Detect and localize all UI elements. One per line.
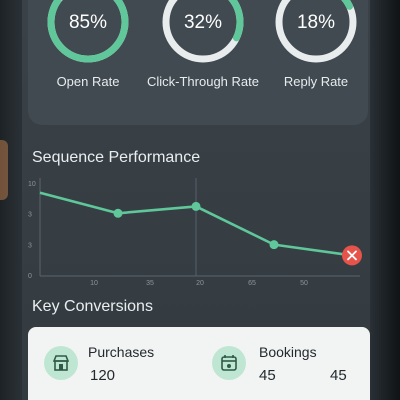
chart-grid — [39, 178, 360, 277]
chart-y-ticks: 10 3 3 0 — [28, 181, 36, 280]
close-icon-cross — [347, 250, 357, 261]
y-tick-label: 10 — [28, 181, 36, 188]
reply-rate-value: 18% — [296, 12, 336, 33]
reply-rate-ring — [275, 0, 357, 63]
chart-points — [113, 201, 362, 266]
purchases-label: Purchases — [88, 344, 155, 360]
x-tick-label: 35 — [146, 280, 154, 286]
device-side-highlight — [0, 140, 8, 200]
click-through-rate-ring — [162, 0, 244, 63]
engagement-stats-card: 85% Open Rate 32% Click-Through Rate 18%… — [28, 0, 368, 125]
data-point[interactable] — [191, 201, 201, 211]
x-tick-label: 65 — [248, 280, 256, 286]
storefront-icon — [44, 346, 78, 380]
x-tick-label: 20 — [196, 280, 204, 286]
purchases-value: 120 — [90, 367, 116, 384]
open-rate-label: Open Rate — [56, 74, 120, 89]
chart-x-ticks: 10 35 20 65 50 — [90, 280, 308, 286]
device-bezel-right — [370, 0, 400, 400]
bookings-value: 45 — [259, 367, 276, 384]
device-bezel-left — [0, 0, 22, 400]
click-through-rate-label: Click-Through Rate — [147, 74, 259, 89]
open-rate-ring — [47, 0, 129, 63]
open-rate-value: 85% — [68, 12, 108, 33]
x-tick-label: 10 — [90, 280, 98, 286]
x-tick-label: 50 — [300, 280, 308, 286]
data-point[interactable] — [269, 240, 279, 250]
bookings-secondary-value: 45 — [330, 367, 347, 384]
y-tick-label: 3 — [28, 242, 32, 249]
bookings-label: Bookings — [259, 344, 317, 360]
y-tick-label: 0 — [28, 273, 32, 280]
reply-rate-label: Reply Rate — [283, 74, 349, 89]
stat-open-rate[interactable]: 85% Open Rate — [28, 0, 148, 105]
sequence-performance-chart: 10 3 3 0 10 35 20 65 50 — [28, 178, 362, 286]
stat-reply-rate[interactable]: 18% Reply Rate — [256, 0, 376, 105]
calendar-booking-icon — [212, 346, 246, 380]
sequence-performance-title: Sequence Performance — [32, 149, 201, 166]
key-conversions-card: Purchases 120 Bookings 45 45 — [28, 327, 370, 400]
data-point[interactable] — [113, 208, 123, 218]
y-tick-label: 3 — [28, 212, 32, 219]
stat-click-through-rate[interactable]: 32% Click-Through Rate — [143, 0, 263, 105]
key-conversions-title: Key Conversions — [32, 298, 153, 315]
click-through-rate-value: 32% — [183, 12, 223, 33]
